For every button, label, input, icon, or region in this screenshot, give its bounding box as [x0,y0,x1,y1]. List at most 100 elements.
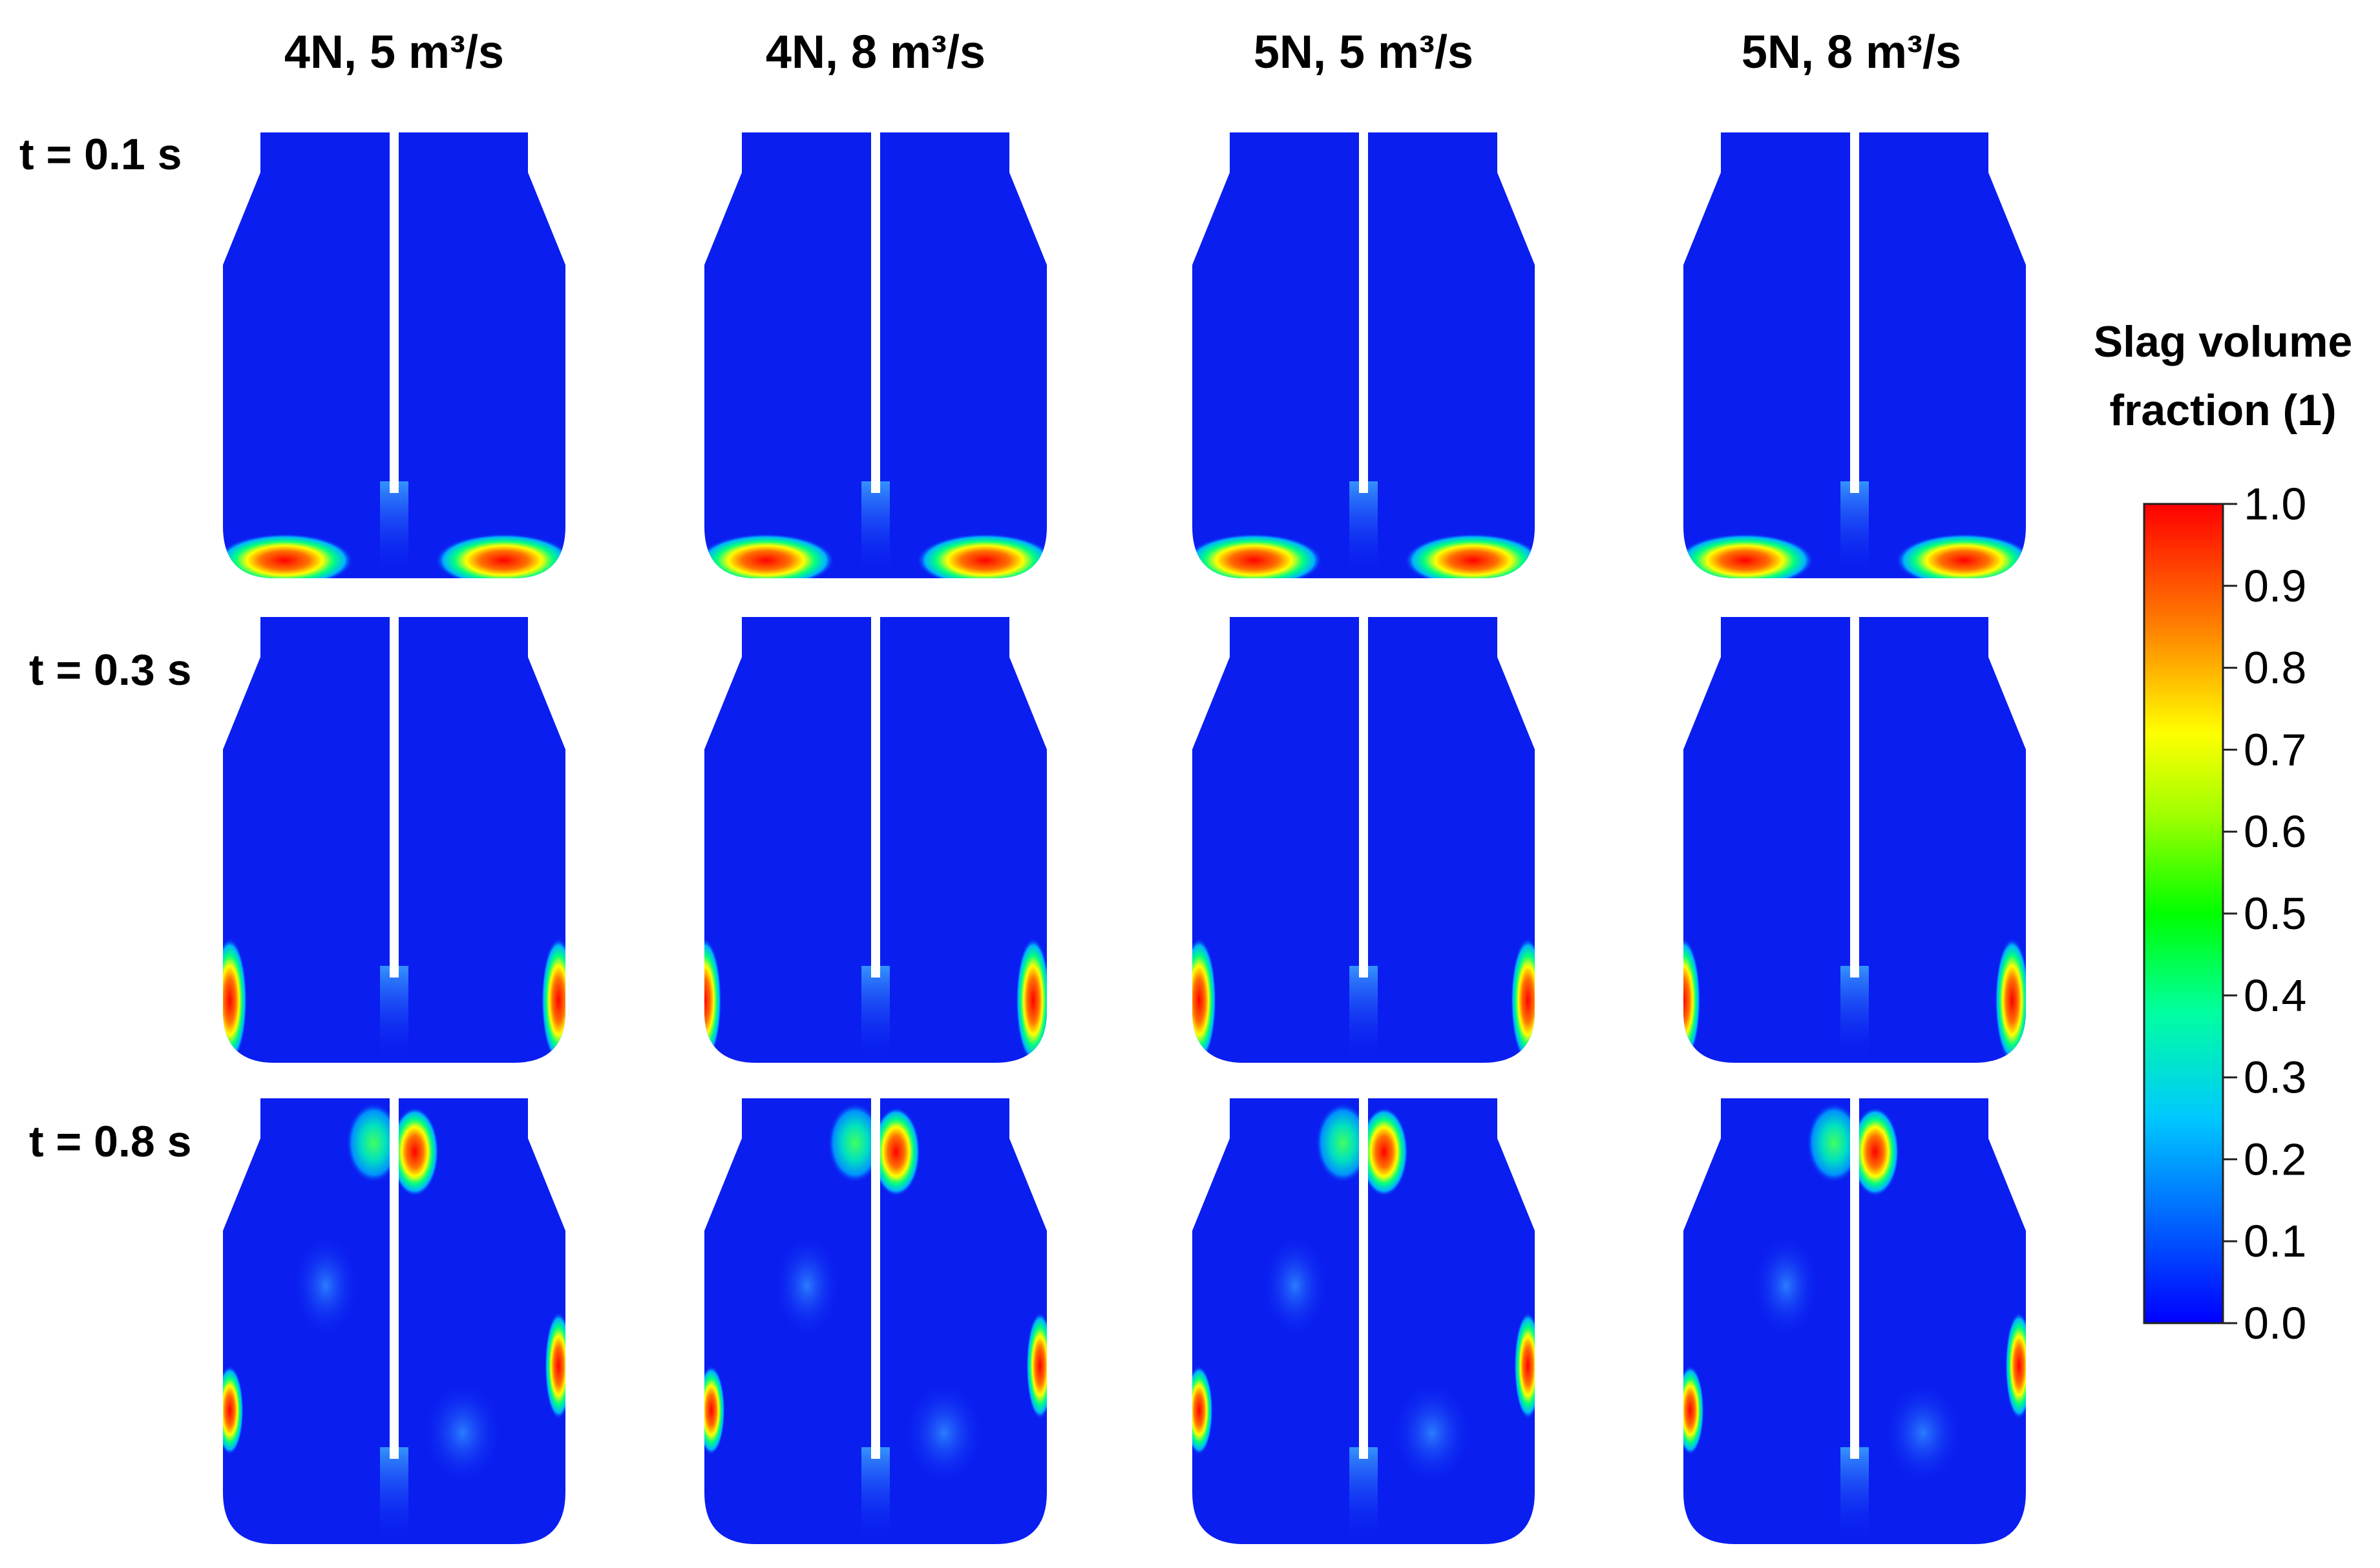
lance [1359,131,1368,493]
colorbar-tick-label: 0.7 [2244,724,2306,775]
colorbar-title-line2: fraction (1) [2109,386,2336,435]
contour-panel-5n-5-t03 [1192,616,1535,1063]
gas-jet-plume [1349,966,1378,1063]
row-label-t08: t = 0.8 s [29,1117,191,1166]
slag-region [1851,1107,1899,1197]
slag-region [1882,1379,1964,1487]
contour-panel-5n-8-t08 [1683,1097,2026,1544]
slag-region [1360,1107,1408,1197]
slag-region [346,1102,401,1184]
colorbar-tick-label: 0.5 [2244,888,2306,939]
gas-jet-plume [861,481,890,578]
colorbar-tick-label: 0.6 [2244,806,2306,857]
slag-region [1192,534,1323,578]
colorbar-tick-label: 1.0 [2244,479,2306,529]
slag-region [390,1107,439,1197]
slag-region [223,1366,244,1455]
lance [390,616,399,977]
colorbar-tick-label: 0.3 [2244,1052,2306,1103]
colorbar-ticks: 1.0 0.9 0.8 0.7 0.6 0.5 0.4 0.3 0.2 0.1 0.0 [2223,479,2306,1348]
gas-jet-plume [861,1447,890,1544]
slag-region [1995,937,2026,1063]
colorbar-tick-label: 0.8 [2244,643,2306,693]
colorbar-tick-label: 0.9 [2244,561,2306,611]
slag-region [1752,1232,1820,1339]
slag-region [1026,1312,1047,1419]
slag-region [1192,937,1217,1063]
contour-panel-4n-5-t08 [223,1097,565,1544]
colorbar-tick-label: 0.1 [2244,1216,2306,1266]
slag-region [223,937,247,1063]
lance [390,1097,399,1459]
slag-region [1016,937,1047,1063]
slag-region [827,1102,883,1184]
contour-panel-5n-8-t03 [1683,616,2026,1063]
slag-region [1391,1379,1473,1487]
slag-region [1192,1366,1213,1455]
gas-jet-plume [1840,966,1869,1063]
contour-panel-4n-8-t03 [704,616,1047,1063]
gas-jet-plume [380,1447,408,1544]
slag-region [1683,534,1814,578]
column-label-4n-5: 4N, 5 m³/s [284,26,504,78]
colorbar-tick-label: 0.4 [2244,970,2306,1021]
slag-region [1683,1366,1704,1455]
slag-region [872,1107,920,1197]
slag-region [435,534,565,578]
slag-region [1895,534,2026,578]
column-label-5n-8: 5N, 8 m³/s [1742,26,1961,78]
lance [1850,616,1859,977]
row-label-t03: t = 0.3 s [29,645,191,695]
contour-panel-5n-8-t01 [1683,131,2026,578]
lance [1850,1097,1859,1459]
slag-region [2005,1312,2026,1419]
slag-region [903,1379,985,1487]
slag-region [545,1312,565,1419]
column-label-4n-8: 4N, 8 m³/s [766,26,985,78]
lance [871,1097,880,1459]
gas-jet-plume [380,481,408,578]
lance [1850,131,1859,493]
gas-jet-plume [861,966,890,1063]
slag-region [1806,1102,1862,1184]
colorbar-tick-label: 0.2 [2244,1134,2306,1184]
contour-panel-5n-5-t01 [1192,131,1535,578]
contour-panel-4n-8-t01 [704,131,1047,578]
slag-region [421,1379,504,1487]
slag-region [704,534,835,578]
slag-region [773,1232,841,1339]
slag-region [704,1366,725,1455]
slag-region [1683,937,1701,1063]
slag-region [1404,534,1535,578]
lance [1359,1097,1368,1459]
colorbar-title-line1: Slag volume [2094,317,2353,366]
column-label-5n-5: 5N, 5 m³/s [1254,26,1473,78]
slag-region [1261,1232,1329,1339]
lance [1359,616,1368,977]
slag-region [1514,1312,1535,1419]
slag-region [223,534,353,578]
lance [390,131,399,493]
gas-jet-plume [380,966,408,1063]
row-label-t01: t = 0.1 s [19,130,182,179]
gas-jet-plume [1840,481,1869,578]
gas-jet-plume [1840,1447,1869,1544]
colorbar-tick-label: 0.0 [2244,1298,2306,1348]
gas-jet-plume [1349,1447,1378,1544]
contour-panel-grid [223,131,2026,1544]
contour-panel-4n-5-t03 [223,616,565,1063]
slag-region [916,534,1047,578]
contour-panel-4n-8-t08 [704,1097,1047,1544]
slag-region [541,937,565,1063]
contour-panel-5n-5-t08 [1192,1097,1535,1544]
slag-region [1315,1102,1371,1184]
lance [871,616,880,977]
slag-region [1510,937,1535,1063]
lance [871,131,880,493]
slag-region [704,937,722,1063]
contour-panel-4n-5-t01 [223,131,565,578]
slag-region [291,1232,360,1339]
colorbar [2143,503,2224,1324]
gas-jet-plume [1349,481,1378,578]
